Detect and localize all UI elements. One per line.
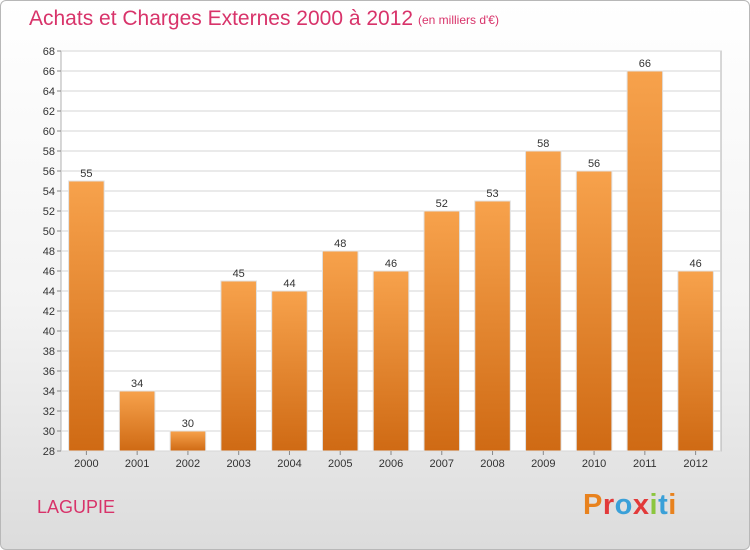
logo-letter: t	[658, 489, 669, 521]
bar	[321, 250, 359, 452]
bar	[575, 170, 613, 452]
x-tick-label: 2004	[277, 458, 301, 470]
bar	[626, 70, 664, 452]
y-tick-label: 34	[43, 386, 55, 398]
y-tick-label: 30	[43, 426, 55, 438]
x-tick-label: 2002	[176, 458, 200, 470]
y-tick-label: 68	[43, 46, 55, 58]
x-tick-label: 2005	[328, 458, 352, 470]
data-label: 45	[233, 268, 245, 280]
y-tick-label: 50	[43, 226, 55, 238]
y-tick-label: 54	[43, 186, 55, 198]
data-label: 56	[588, 158, 600, 170]
logo-letter: i	[668, 489, 677, 521]
y-tick-label: 28	[43, 446, 55, 458]
y-tick-label: 36	[43, 366, 55, 378]
data-labels: 55 34 30 45 44 48 46 52 53 58 56 66 46	[80, 58, 701, 430]
chart-subtitle: (en milliers d'€)	[418, 13, 499, 27]
bars	[68, 70, 714, 452]
x-tick-label: 2003	[226, 458, 250, 470]
y-tick-label: 58	[43, 146, 55, 158]
x-tick-label: 2012	[683, 458, 707, 470]
y-tick-label: 44	[43, 286, 55, 298]
logo-letter: r	[602, 489, 615, 521]
y-axis: 28 30 32 34 36 38 40 42 44 46 48 50 52 54 56 58 60 62 64 66…	[43, 46, 61, 458]
y-tick-label: 64	[43, 86, 55, 98]
y-tick-label: 38	[43, 346, 55, 358]
bar	[68, 180, 105, 452]
y-tick-label: 32	[43, 406, 55, 418]
x-tick-label: 2011	[633, 458, 657, 470]
x-tick-label: 2007	[430, 458, 454, 470]
data-label: 34	[131, 378, 143, 390]
y-tick-label: 48	[43, 246, 55, 258]
bar	[474, 200, 511, 452]
y-tick-label: 66	[43, 66, 55, 78]
logo-letter: P	[583, 489, 603, 521]
bar	[118, 390, 156, 452]
y-tick-label: 40	[43, 326, 55, 338]
bar	[169, 430, 207, 452]
data-label: 53	[486, 188, 498, 200]
x-tick-label: 2000	[74, 458, 98, 470]
data-label: 44	[283, 278, 295, 290]
chart-title: Achats et Charges Externes 2000 à 2012	[29, 7, 414, 30]
y-tick-label: 46	[43, 266, 55, 278]
bar	[372, 270, 410, 452]
data-label: 48	[334, 238, 346, 250]
logo-letter: i	[649, 489, 659, 521]
data-label: 58	[537, 138, 549, 150]
y-tick-label: 42	[43, 306, 55, 318]
proxiti-logo[interactable]: Proxiti	[583, 489, 677, 522]
bar	[525, 150, 562, 452]
x-axis: 2000 2001 2002 2003 2004 2005 2006 2007 2008 2009…	[74, 451, 708, 470]
bar	[677, 270, 714, 452]
y-tick-label: 52	[43, 206, 55, 218]
data-label: 66	[639, 58, 651, 70]
y-tick-label: 56	[43, 166, 55, 178]
x-tick-label: 2009	[531, 458, 555, 470]
data-label: 46	[385, 258, 397, 270]
x-tick-label: 2001	[125, 458, 149, 470]
x-tick-label: 2010	[582, 458, 606, 470]
bar	[220, 280, 257, 452]
data-label: 55	[80, 168, 92, 180]
bar	[423, 210, 461, 452]
x-tick-label: 2008	[480, 458, 504, 470]
logo-letter: x	[632, 489, 650, 521]
y-tick-label: 60	[43, 126, 55, 138]
data-label: 46	[689, 258, 701, 270]
logo-letter: o	[614, 489, 633, 521]
commune-name: LAGUPIE	[37, 497, 116, 517]
data-label: 52	[436, 198, 448, 210]
x-tick-label: 2006	[379, 458, 403, 470]
y-tick-label: 62	[43, 106, 55, 118]
bar	[271, 290, 308, 452]
data-label: 30	[182, 418, 194, 430]
